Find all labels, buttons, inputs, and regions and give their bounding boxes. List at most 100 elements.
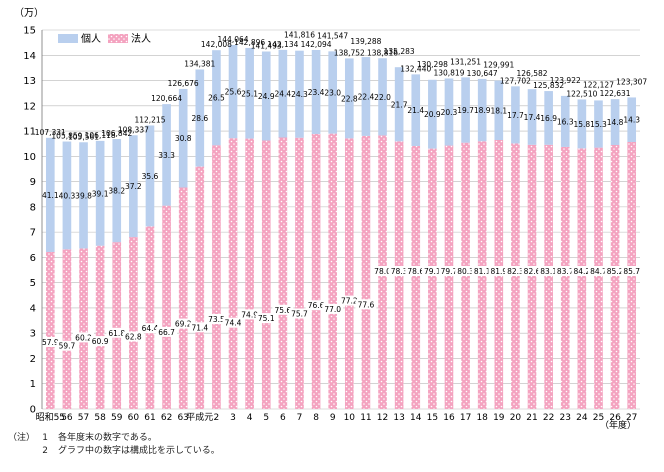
bar-segment-個人 [195, 69, 205, 167]
share-label-bg [322, 303, 344, 314]
share-label-bg [438, 266, 460, 276]
legend: 個人 法人 [58, 32, 151, 45]
share-label-法人: 76.6 [308, 301, 325, 310]
x-tick-label: 56 [61, 413, 73, 423]
x-tick-label: 24 [576, 413, 588, 423]
bar-segment-法人 [261, 140, 271, 410]
share-label-法人: 84.7 [590, 267, 607, 276]
bar-segment-個人 [411, 74, 421, 146]
x-tick-label: 4 [247, 413, 253, 423]
share-label-法人: 59.7 [59, 342, 76, 351]
bar-segment-法人 [444, 145, 454, 409]
share-label-法人: 80.3 [457, 267, 474, 276]
footnotes: （注） 1 各年度末の数字である。 2 グラフ中の数字は構成比を示している。 [8, 432, 220, 458]
share-label-個人: 23.4 [308, 88, 325, 97]
share-label-個人: 25.1 [241, 89, 258, 98]
share-label-法人: 62.8 [125, 333, 142, 342]
bar-segment-法人 [195, 166, 205, 409]
share-label-法人: 77.2 [341, 297, 358, 306]
y-tick-label: 6 [30, 253, 36, 264]
share-label-bg [338, 295, 360, 306]
total-label: 142,008 [201, 40, 232, 49]
bar-segment-法人 [95, 245, 105, 409]
share-label-bg [471, 266, 493, 276]
total-label: 132,440 [400, 64, 431, 73]
bar-segment-個人 [627, 97, 637, 142]
share-label-個人: 16.9 [540, 114, 557, 123]
x-tick-label: 8 [313, 413, 319, 423]
total-label: 122,631 [600, 89, 631, 98]
share-label-法人: 82.3 [507, 267, 524, 276]
bar-segment-個人 [62, 141, 72, 250]
x-tick-label: 27 [626, 413, 637, 423]
share-label-法人: 69.2 [175, 320, 192, 329]
share-label-法人: 85.2 [607, 267, 624, 276]
share-label-個人: 22.0 [374, 93, 391, 102]
total-label: 142,094 [301, 40, 332, 49]
bar-segment-個人 [145, 125, 155, 227]
bar-segment-法人 [610, 145, 620, 409]
share-label-bg [521, 266, 543, 276]
x-tick-label: 14 [410, 413, 422, 423]
share-label-個人: 37.2 [125, 182, 142, 191]
total-label: 131,251 [450, 57, 481, 66]
bar-segment-個人 [610, 99, 620, 146]
bar-segment-法人 [228, 138, 238, 409]
bar-segment-法人 [178, 187, 188, 409]
share-label-bg [172, 318, 194, 329]
share-label-法人: 84.2 [574, 267, 591, 276]
total-label: 112,215 [134, 115, 165, 124]
total-label: 105,859 [51, 132, 82, 141]
share-label-bg [388, 266, 410, 276]
share-label-bg [455, 266, 477, 276]
bar-segment-法人 [511, 143, 520, 409]
share-label-法人: 81.1 [474, 267, 491, 276]
share-label-個人: 24.3 [291, 90, 308, 99]
total-label: 130,647 [467, 69, 498, 78]
y-tick-label: 3 [30, 329, 36, 340]
y-tick-label: 12 [23, 101, 36, 112]
total-label: 120,664 [151, 94, 182, 103]
share-label-個人: 41.1 [42, 191, 59, 200]
share-label-法人: 73.5 [208, 315, 225, 324]
share-label-bg [139, 323, 161, 334]
x-tick-label: 3 [230, 413, 236, 423]
bar-segment-法人 [278, 137, 288, 409]
x-tick-label: 21 [526, 413, 537, 423]
x-tick-label: 20 [510, 413, 522, 423]
x-tick-label: 61 [144, 413, 155, 423]
x-tick-label: 22 [543, 413, 554, 423]
share-label-bg [405, 266, 427, 276]
bar-segment-個人 [278, 49, 288, 138]
bar-segment-個人 [477, 78, 487, 142]
bar-segment-個人 [378, 58, 387, 136]
bar-segment-法人 [411, 145, 421, 409]
bar-segment-個人 [311, 49, 321, 134]
total-label: 138,752 [334, 48, 365, 57]
share-label-法人: 83.1 [540, 267, 557, 276]
y-tick-label: 1 [30, 379, 36, 390]
bar-segment-個人 [95, 140, 105, 246]
share-label-個人: 26.5 [208, 94, 225, 103]
share-label-個人: 24.9 [258, 92, 275, 101]
share-label-法人: 57.9 [42, 338, 59, 347]
stacked-bar-chart: 107,331 41.1 57.9 105,859 40.3 59.7 105,561 39.… [14, 7, 647, 431]
share-label-bg [255, 313, 277, 324]
share-label-bg [288, 308, 310, 319]
bar-segment-個人 [527, 89, 537, 145]
share-label-個人: 28.6 [191, 114, 208, 123]
x-tick-label: 19 [493, 413, 505, 423]
share-label-個人: 14.3 [623, 116, 640, 125]
bar-segment-個人 [511, 86, 520, 144]
share-label-bg [189, 322, 211, 333]
share-label-法人: 74.4 [225, 319, 242, 328]
bar-segment-法人 [295, 137, 304, 409]
share-label-bg [205, 314, 227, 324]
x-tick-label: 26 [609, 413, 621, 423]
bar-segment-法人 [145, 226, 155, 409]
bar-segment-法人 [79, 248, 88, 409]
share-label-個人: 40.3 [59, 191, 76, 200]
x-tick-label: 9 [330, 413, 336, 423]
y-tick-label: 7 [30, 228, 36, 239]
share-label-bg [504, 266, 526, 276]
